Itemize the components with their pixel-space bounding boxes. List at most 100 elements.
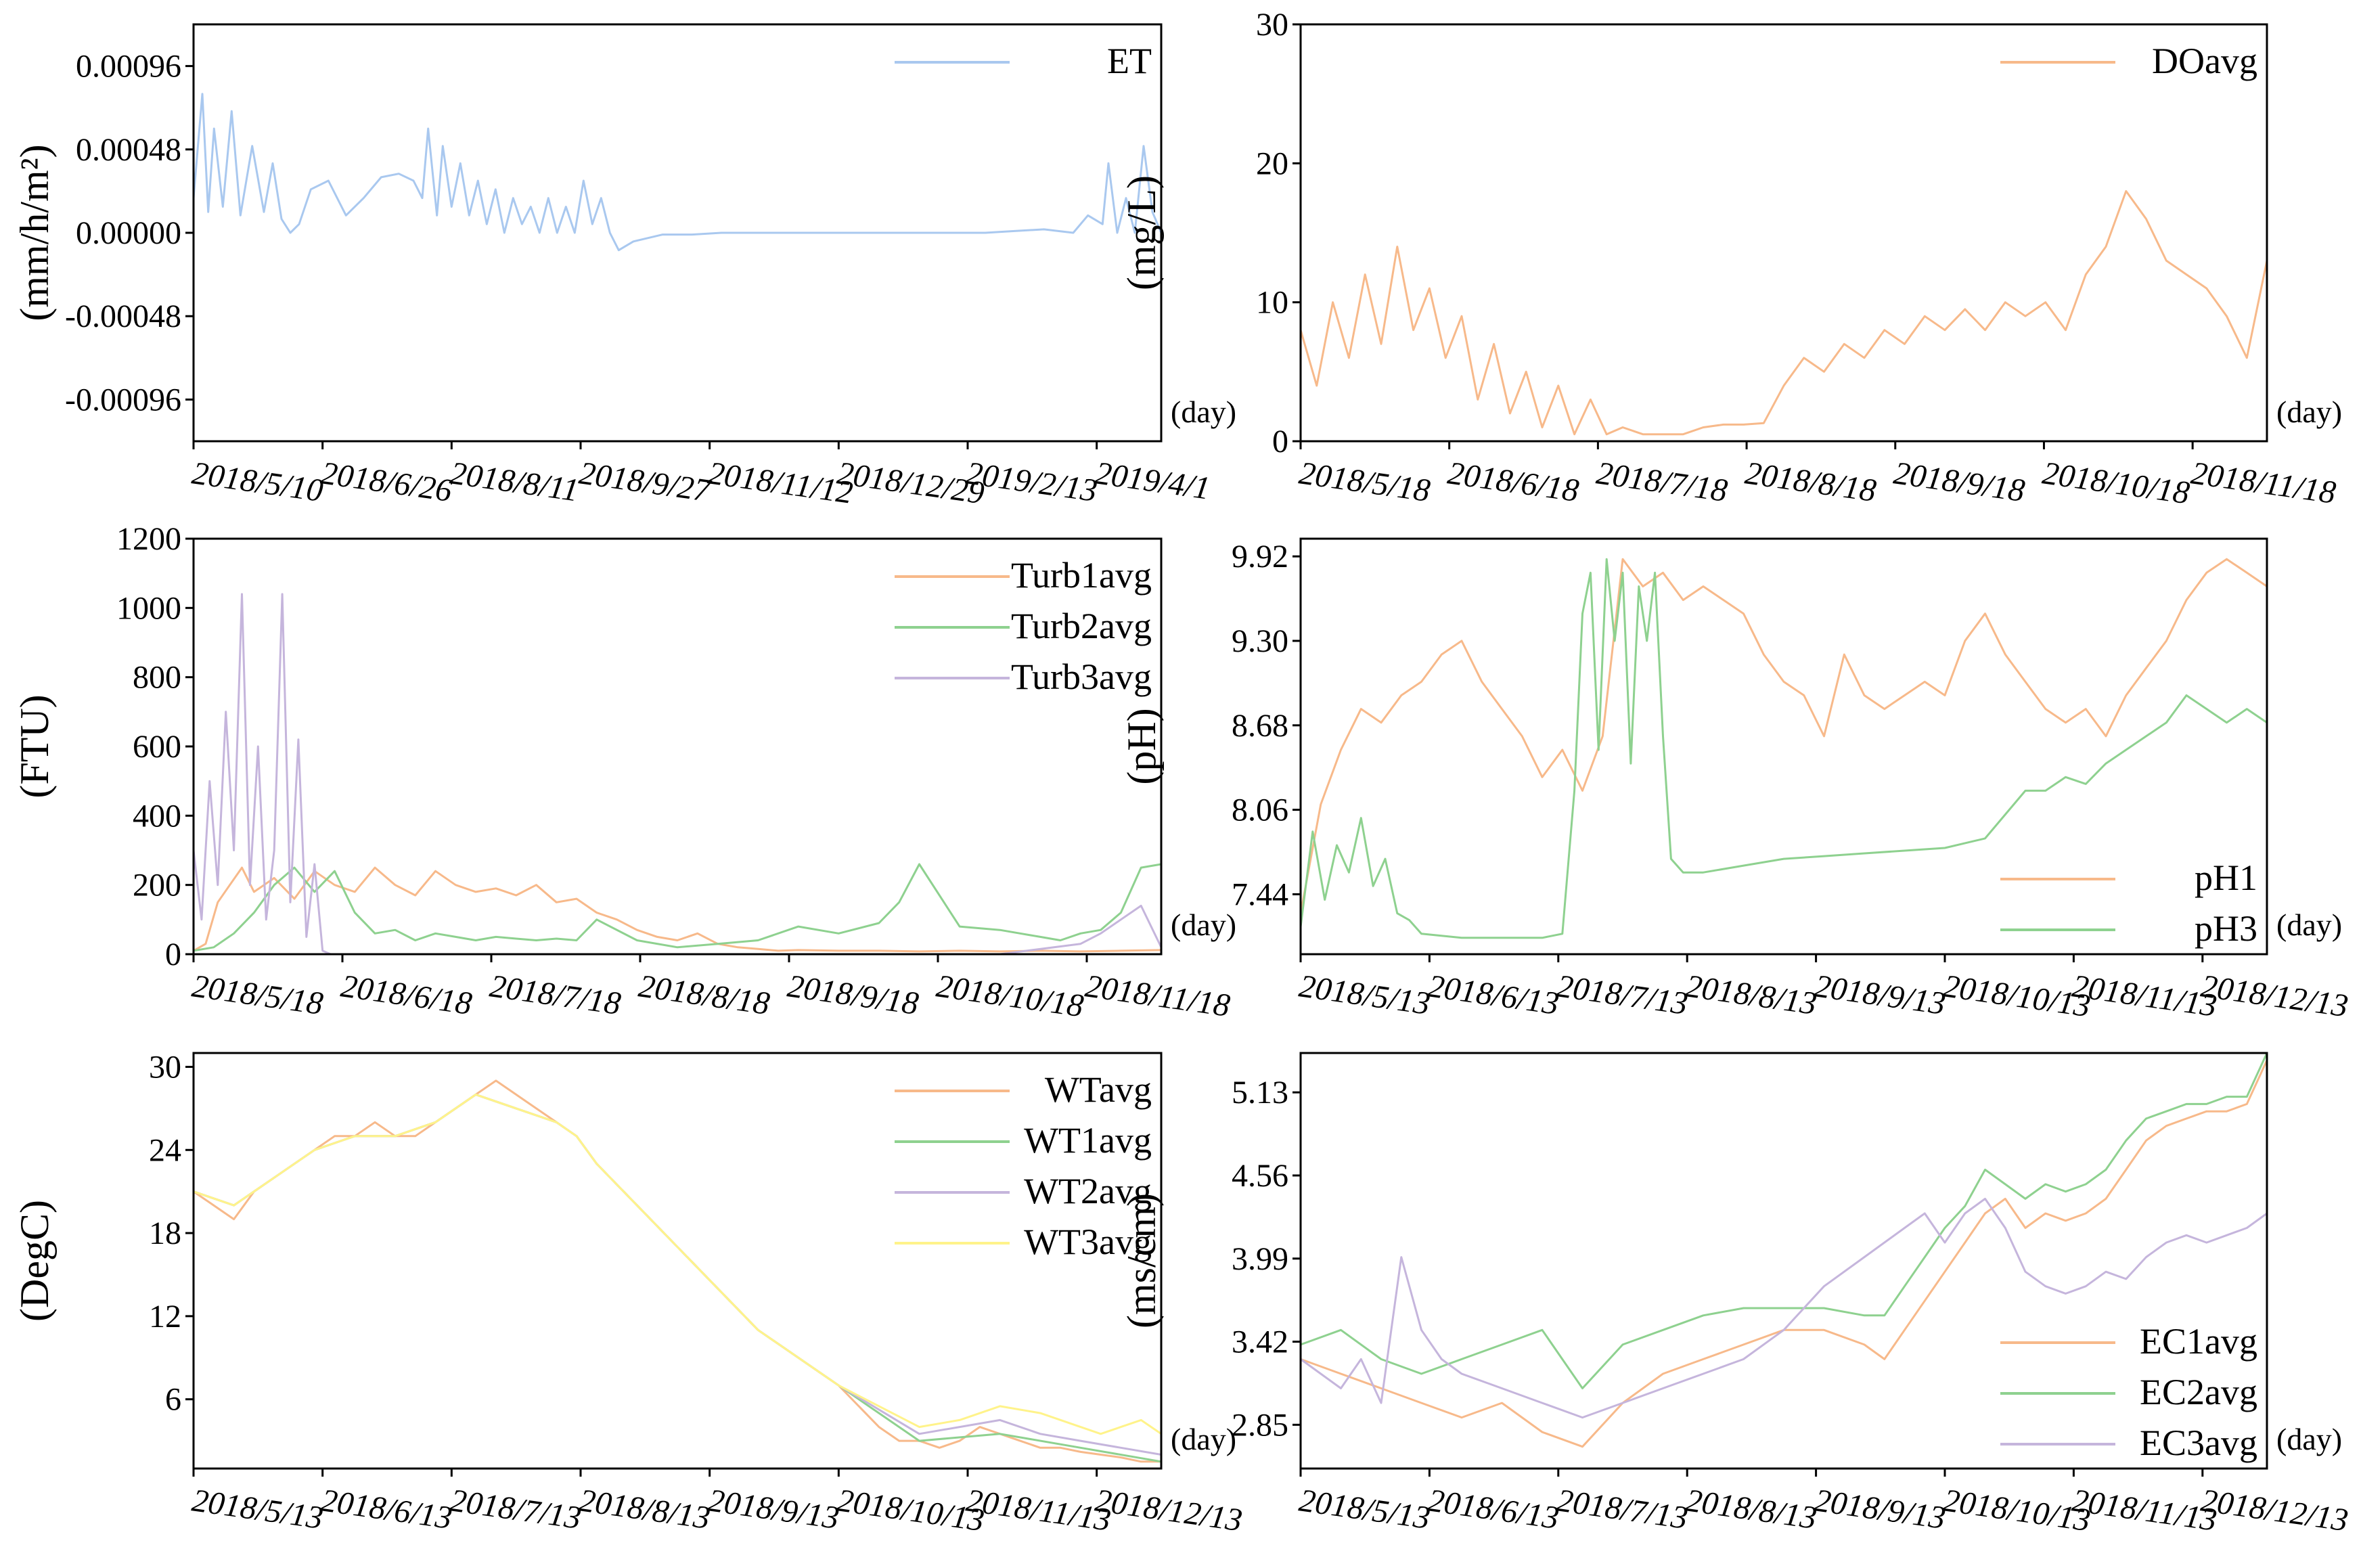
y-tick-label: 400 bbox=[133, 798, 181, 834]
x-unit-label: (day) bbox=[1171, 908, 1236, 942]
y-tick-label: 1200 bbox=[116, 521, 181, 557]
series-line-wt1avg bbox=[193, 1093, 1162, 1463]
y-tick-label: 9.92 bbox=[1232, 539, 1288, 575]
x-tick-label: 2018/12/29 bbox=[835, 455, 987, 511]
x-tick-label: 2018/10/13 bbox=[1941, 1482, 2092, 1538]
series-line-turb3avg bbox=[192, 593, 1163, 956]
legend-label-doavg: DOavg bbox=[2152, 41, 2257, 81]
y-tick-label: 200 bbox=[133, 868, 181, 903]
x-tick-label: 2018/5/18 bbox=[1297, 455, 1432, 509]
x-tick-label: 2018/7/13 bbox=[1554, 968, 1690, 1022]
plot-frame bbox=[1299, 1052, 2268, 1470]
panel-6: 2.853.423.994.565.132018/5/132018/6/1320… bbox=[1119, 1052, 2350, 1538]
x-tick-label: 2018/5/13 bbox=[1297, 968, 1432, 1022]
x-tick-label: 2018/7/13 bbox=[448, 1482, 583, 1536]
legend: DOavg bbox=[2000, 41, 2257, 81]
x-tick-label: 2018/10/13 bbox=[835, 1482, 987, 1538]
x-tick-label: 2018/6/18 bbox=[338, 968, 474, 1022]
x-tick-label: 2018/9/27 bbox=[577, 455, 713, 509]
x-unit-label: (day) bbox=[1171, 1422, 1236, 1456]
y-tick-label: 0.00000 bbox=[76, 215, 181, 251]
x-tick-label: 2018/5/13 bbox=[1297, 1482, 1432, 1536]
series-line-et bbox=[192, 93, 1163, 252]
plot-frame bbox=[1299, 23, 2268, 443]
x-tick-label: 2018/10/18 bbox=[934, 968, 1085, 1024]
plot-frame bbox=[192, 1052, 1163, 1470]
x-tick-label: 2018/8/18 bbox=[636, 968, 771, 1022]
y-tick-label: 30 bbox=[1256, 7, 1288, 43]
x-tick-label: 2018/5/10 bbox=[189, 455, 325, 509]
series-line-ec3avg bbox=[1300, 1197, 2268, 1419]
y-tick-label: 1000 bbox=[116, 590, 181, 626]
y-tick-label: 0.00048 bbox=[76, 132, 181, 168]
x-tick-label: 2018/8/13 bbox=[1684, 968, 1819, 1022]
y-axis-label: (DegC) bbox=[12, 1200, 57, 1322]
series-line-ph1 bbox=[1299, 558, 2268, 914]
legend-label-turb1avg: Turb1avg bbox=[1011, 555, 1152, 596]
y-tick-label: 18 bbox=[149, 1215, 181, 1251]
x-tick-label: 2018/6/13 bbox=[1426, 968, 1561, 1022]
legend: WTavg WT1avg WT2avg WT3avg bbox=[895, 1069, 1152, 1262]
legend: Turb1avg Turb2avg Turb3avg bbox=[895, 555, 1152, 697]
y-tick-label: 0 bbox=[1272, 424, 1288, 460]
series-line-wtavg bbox=[193, 1079, 1161, 1463]
plot-frame bbox=[192, 23, 1163, 443]
legend-label-ec2avg: EC2avg bbox=[2140, 1372, 2257, 1412]
series-line-wt3avg bbox=[193, 1093, 1162, 1435]
x-tick-label: 2018/12/13 bbox=[2199, 968, 2350, 1024]
panel-4: 7.448.068.689.309.922018/5/132018/6/1320… bbox=[1119, 537, 2350, 1024]
y-tick-label: -0.00096 bbox=[65, 382, 181, 418]
panel-2: 0 10 20 30 2018/5/18 2018/6/18 2018/7/18 2018/8… bbox=[1119, 7, 2342, 511]
y-tick-label: 0 bbox=[165, 937, 181, 972]
y-axis-label: (mm/h/m²) bbox=[12, 144, 57, 321]
x-tick-label: 2019/2/13 bbox=[964, 455, 1099, 509]
y-tick-label: 800 bbox=[133, 660, 181, 696]
x-tick-label: 2018/8/18 bbox=[1743, 455, 1879, 509]
y-tick-label: 30 bbox=[149, 1049, 181, 1085]
legend-label-wt2avg: WT2avg bbox=[1024, 1171, 1152, 1211]
x-tick-label: 2019/4/1 bbox=[1093, 455, 1212, 506]
y-tick-label: 3.42 bbox=[1232, 1324, 1288, 1360]
legend-label-ph1: pH1 bbox=[2195, 857, 2257, 898]
series-line-ph3 bbox=[1299, 558, 2268, 939]
plot-frame bbox=[192, 537, 1163, 956]
legend-label-et: ET bbox=[1107, 41, 1152, 81]
x-tick-label: 2018/8/13 bbox=[1684, 1482, 1819, 1536]
legend-label-wt3avg: WT3avg bbox=[1024, 1222, 1152, 1262]
legend-label-ph3: pH3 bbox=[2195, 908, 2257, 949]
series-line-turb2avg bbox=[193, 863, 1162, 952]
x-tick-label: 2018/11/13 bbox=[964, 1482, 1112, 1538]
y-tick-label: 0.00096 bbox=[76, 49, 181, 85]
x-tick-label: 2018/6/18 bbox=[1445, 455, 1581, 509]
x-tick-label: 2018/9/18 bbox=[785, 968, 920, 1022]
y-tick-label: 7.44 bbox=[1232, 876, 1288, 912]
x-tick-label: 2018/10/18 bbox=[2040, 455, 2192, 511]
x-unit-label: (day) bbox=[2276, 908, 2342, 942]
x-tick-label: 2018/7/18 bbox=[1594, 455, 1730, 509]
y-tick-label: 24 bbox=[149, 1132, 181, 1168]
series-line-wt2avg bbox=[193, 1093, 1162, 1456]
x-tick-label: 2018/7/13 bbox=[1554, 1482, 1690, 1536]
x-tick-label: 2018/9/13 bbox=[706, 1482, 841, 1536]
series-line-ec1avg bbox=[1300, 1060, 2268, 1448]
y-axis-label: (ms/cm) bbox=[1119, 1193, 1164, 1328]
y-tick-label: 5.13 bbox=[1232, 1075, 1288, 1111]
x-tick-label: 2018/11/12 bbox=[706, 455, 855, 510]
x-tick-label: 2018/11/13 bbox=[2070, 1482, 2219, 1538]
y-tick-label: 9.30 bbox=[1232, 623, 1288, 659]
y-tick-label: 8.68 bbox=[1232, 708, 1288, 744]
x-tick-label: 2018/8/11 bbox=[448, 455, 581, 508]
x-tick-label: 2018/7/18 bbox=[487, 968, 623, 1022]
x-tick-label: 2018/5/13 bbox=[189, 1482, 325, 1536]
legend-label-ec3avg: EC3avg bbox=[2140, 1423, 2257, 1463]
y-tick-label: 8.06 bbox=[1232, 792, 1288, 828]
y-axis-label: (FTU) bbox=[12, 694, 57, 798]
x-unit-label: (day) bbox=[2276, 395, 2342, 429]
y-tick-label: -0.00048 bbox=[65, 298, 181, 334]
y-axis-label: (pH) bbox=[1119, 708, 1164, 784]
x-tick-label: 2018/9/13 bbox=[1812, 968, 1948, 1022]
x-tick-label: 2018/12/13 bbox=[2199, 1482, 2350, 1538]
y-tick-label: 2.85 bbox=[1232, 1407, 1288, 1443]
